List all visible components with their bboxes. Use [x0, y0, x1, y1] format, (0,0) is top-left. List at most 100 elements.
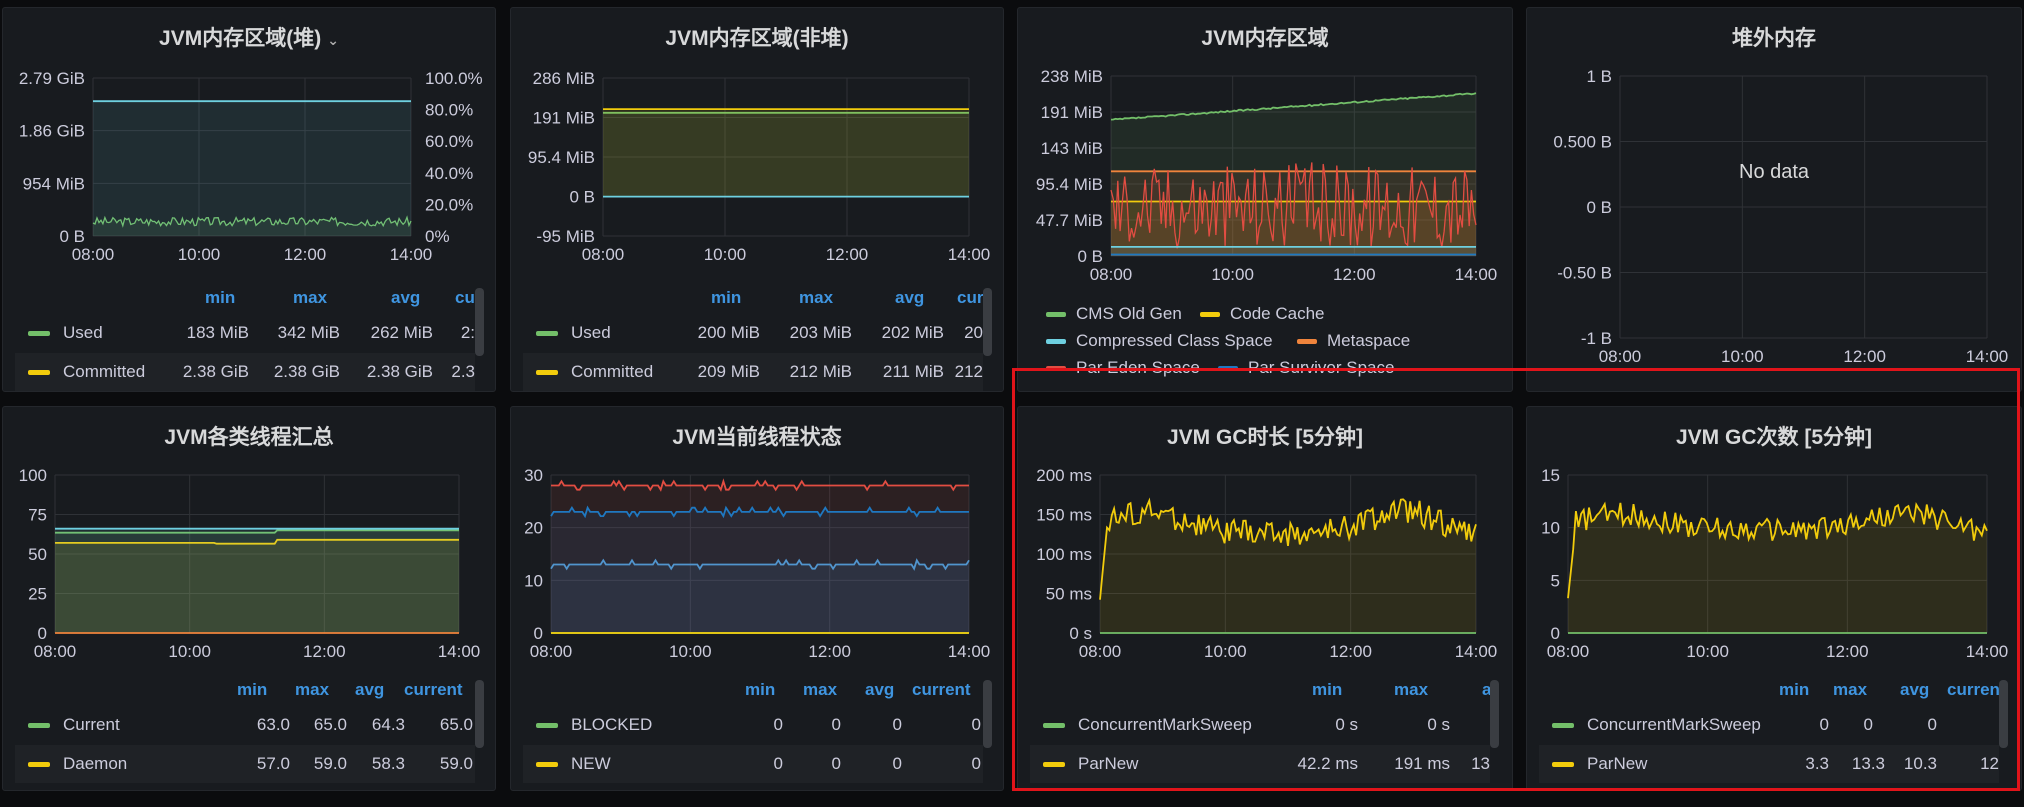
legend-scrollbar[interactable]: [983, 288, 992, 356]
panel-title[interactable]: 堆外内存: [1732, 27, 1816, 50]
legend-header-current[interactable]: current: [404, 680, 463, 699]
legend-row-committed[interactable]: Committed 209 MiB 212 MiB 211 MiB 212: [523, 353, 983, 391]
panel-title[interactable]: JVM内存区域(堆) ⌄: [159, 27, 339, 50]
legend-row-parnew[interactable]: ParNew 42.2 ms 191 ms 13: [1030, 745, 1490, 783]
y-tick-label: 0 B: [59, 227, 85, 246]
series-swatch: [536, 762, 558, 767]
panel-title[interactable]: JVM各类线程汇总: [164, 426, 334, 449]
legend-header-max[interactable]: max: [799, 288, 834, 307]
legend-header-avg[interactable]: avg: [391, 288, 421, 307]
legend-row-used[interactable]: Used 183 MiB 342 MiB 262 MiB 2:: [15, 314, 475, 352]
legend-row-committed[interactable]: Committed 2.38 GiB 2.38 GiB 2.38 GiB 2.3: [15, 353, 475, 391]
panel-thread-summary[interactable]: JVM各类线程汇总 100 75 50 25 0 08:00 10:00 12:00 14:00…: [2, 406, 496, 791]
x-tick-label: 08:00: [1599, 347, 1642, 366]
series-name: Current: [63, 715, 120, 734]
value-max: 203 MiB: [789, 323, 852, 342]
series-area: [1100, 499, 1476, 633]
legend-header-max[interactable]: max: [803, 680, 838, 699]
legend-header-min[interactable]: min: [205, 288, 236, 307]
legend-header-max[interactable]: max: [293, 288, 328, 307]
value-avg: 211 MiB: [882, 362, 944, 381]
y-tick-label: 75: [28, 506, 47, 525]
legend-row-blocked[interactable]: BLOCKED 0 0 0 0: [523, 706, 983, 744]
legend-scrollbar[interactable]: [1490, 680, 1499, 748]
legend-header-max[interactable]: max: [1833, 680, 1868, 699]
x-tick-label: 14:00: [1455, 265, 1498, 284]
legend-header-current[interactable]: curren: [1947, 680, 2000, 699]
x-tick-label: 14:00: [948, 245, 991, 264]
value-max: 2.38 GiB: [273, 362, 340, 381]
series-line: [1099, 497, 1477, 600]
legend-row-concurrent-mark-sweep[interactable]: ConcurrentMarkSweep 0 0 0: [1539, 706, 1999, 744]
plot-area: [93, 78, 411, 236]
panel-gc-count[interactable]: JVM GC次数 [5分钟] 15 10 5 0 08:00 10:00 12:00 14:0…: [1526, 406, 2022, 791]
value-current: 12: [1980, 754, 1999, 773]
series-swatch: [1552, 723, 1574, 728]
legend-header-current[interactable]: cu: [455, 288, 475, 307]
panel-memory-pools[interactable]: JVM内存区域 238 MiB 191 MiB 143 MiB 95.4 MiB 47.…: [1017, 7, 1513, 392]
legend-header-current[interactable]: current: [912, 680, 971, 699]
y-tick-label: 0.500 B: [1553, 133, 1612, 152]
legend-scrollbar[interactable]: [475, 680, 484, 748]
legend-item-cms-old-gen[interactable]: CMS Old Gen: [1046, 304, 1182, 324]
panel-title[interactable]: JVM当前线程状态: [672, 426, 842, 449]
series-swatch: [1218, 366, 1238, 372]
legend-row-concurrent-mark-sweep[interactable]: ConcurrentMarkSweep 0 s 0 s: [1030, 706, 1490, 744]
panel-nonheap-memory[interactable]: JVM内存区域(非堆) 286 MiB 191 MiB 95.4 MiB 0 B -95…: [510, 7, 1004, 392]
y-tick-label: 0 B: [569, 188, 595, 207]
x-tick-label: 10:00: [704, 245, 747, 264]
legend-header-min[interactable]: min: [237, 680, 268, 699]
panel-thread-state[interactable]: JVM当前线程状态 30 20 10 0 08:00 10:00 12:00 14:00 mi…: [510, 406, 1004, 791]
x-tick-label: 12:00: [1333, 265, 1376, 284]
legend-header-max[interactable]: max: [1394, 680, 1429, 699]
legend-scrollbar[interactable]: [475, 288, 484, 356]
legend-item-par-survivor-space[interactable]: Par Survivor Space: [1218, 358, 1394, 378]
legend-header-max[interactable]: max: [295, 680, 330, 699]
legend-scrollbar[interactable]: [983, 680, 992, 748]
legend-row-used[interactable]: Used 200 MiB 203 MiB 202 MiB 20: [523, 314, 983, 352]
y-tick-label: 200 ms: [1036, 466, 1092, 485]
value-min: 42.2 ms: [1297, 754, 1358, 773]
panel-title[interactable]: JVM内存区域: [1201, 27, 1329, 50]
value-min: 0: [1819, 715, 1829, 734]
legend-header-min[interactable]: min: [745, 680, 776, 699]
legend-row-new[interactable]: NEW 0 0 0 0: [523, 745, 983, 783]
panel-title[interactable]: JVM内存区域(非堆): [665, 27, 849, 50]
panel-title[interactable]: JVM GC时长 [5分钟]: [1166, 426, 1363, 449]
series-swatch: [536, 723, 558, 728]
value-min: 63.0: [256, 715, 290, 734]
legend-header-current[interactable]: cur: [957, 288, 984, 307]
legend-item-compressed-class-space[interactable]: Compressed Class Space: [1046, 331, 1273, 351]
legend-row-parnew[interactable]: ParNew 3.3 13.3 10.3 12: [1539, 745, 1999, 783]
panel-heap-memory[interactable]: JVM内存区域(堆) ⌄ 2.79 GiB 1.86 GiB 954 MiB 0 B 10…: [2, 7, 496, 392]
legend-row-current[interactable]: Current 63.0 65.0 64.3 65.0: [15, 706, 475, 744]
value-avg: 13: [1471, 754, 1490, 773]
series-name: BLOCKED: [571, 715, 653, 734]
legend-header-min[interactable]: min: [711, 288, 742, 307]
chevron-down-icon[interactable]: ⌄: [327, 32, 339, 48]
legend-scrollbar[interactable]: [1999, 680, 2008, 748]
memory-pools-chart: 238 MiB 191 MiB 143 MiB 95.4 MiB 47.7 MiB 0 B…: [1036, 67, 1498, 284]
legend-header-avg[interactable]: avg: [865, 680, 895, 699]
series-area: [551, 507, 969, 633]
legend-header-min[interactable]: min: [1312, 680, 1343, 699]
legend-item-code-cache[interactable]: Code Cache: [1200, 304, 1325, 324]
legend-row-daemon[interactable]: Daemon 57.0 59.0 58.3 59.0: [15, 745, 475, 783]
legend-header-min[interactable]: min: [1779, 680, 1810, 699]
legend-item-par-eden-space[interactable]: Par Eden Space: [1046, 358, 1200, 378]
legend-header-avg[interactable]: a: [1482, 680, 1492, 699]
x-tick-label: 08:00: [1079, 642, 1122, 661]
panel-gc-duration[interactable]: JVM GC时长 [5分钟] 200 ms 150 ms 100 ms 50 ms 0 …: [1017, 406, 1513, 791]
y-tick-label: 100 ms: [1036, 545, 1092, 564]
series-swatch: [28, 723, 50, 728]
series-swatch: [1046, 366, 1066, 372]
y-tick-label: 0: [1551, 624, 1560, 643]
panel-title[interactable]: JVM GC次数 [5分钟]: [1675, 426, 1872, 449]
legend-header-avg[interactable]: avg: [1900, 680, 1930, 699]
legend-item-metaspace[interactable]: Metaspace: [1297, 331, 1410, 351]
legend-header-avg[interactable]: avg: [355, 680, 385, 699]
legend-header-avg[interactable]: avg: [895, 288, 925, 307]
value-current: 59.0: [439, 754, 473, 773]
y-tick-label: 238 MiB: [1041, 67, 1103, 86]
